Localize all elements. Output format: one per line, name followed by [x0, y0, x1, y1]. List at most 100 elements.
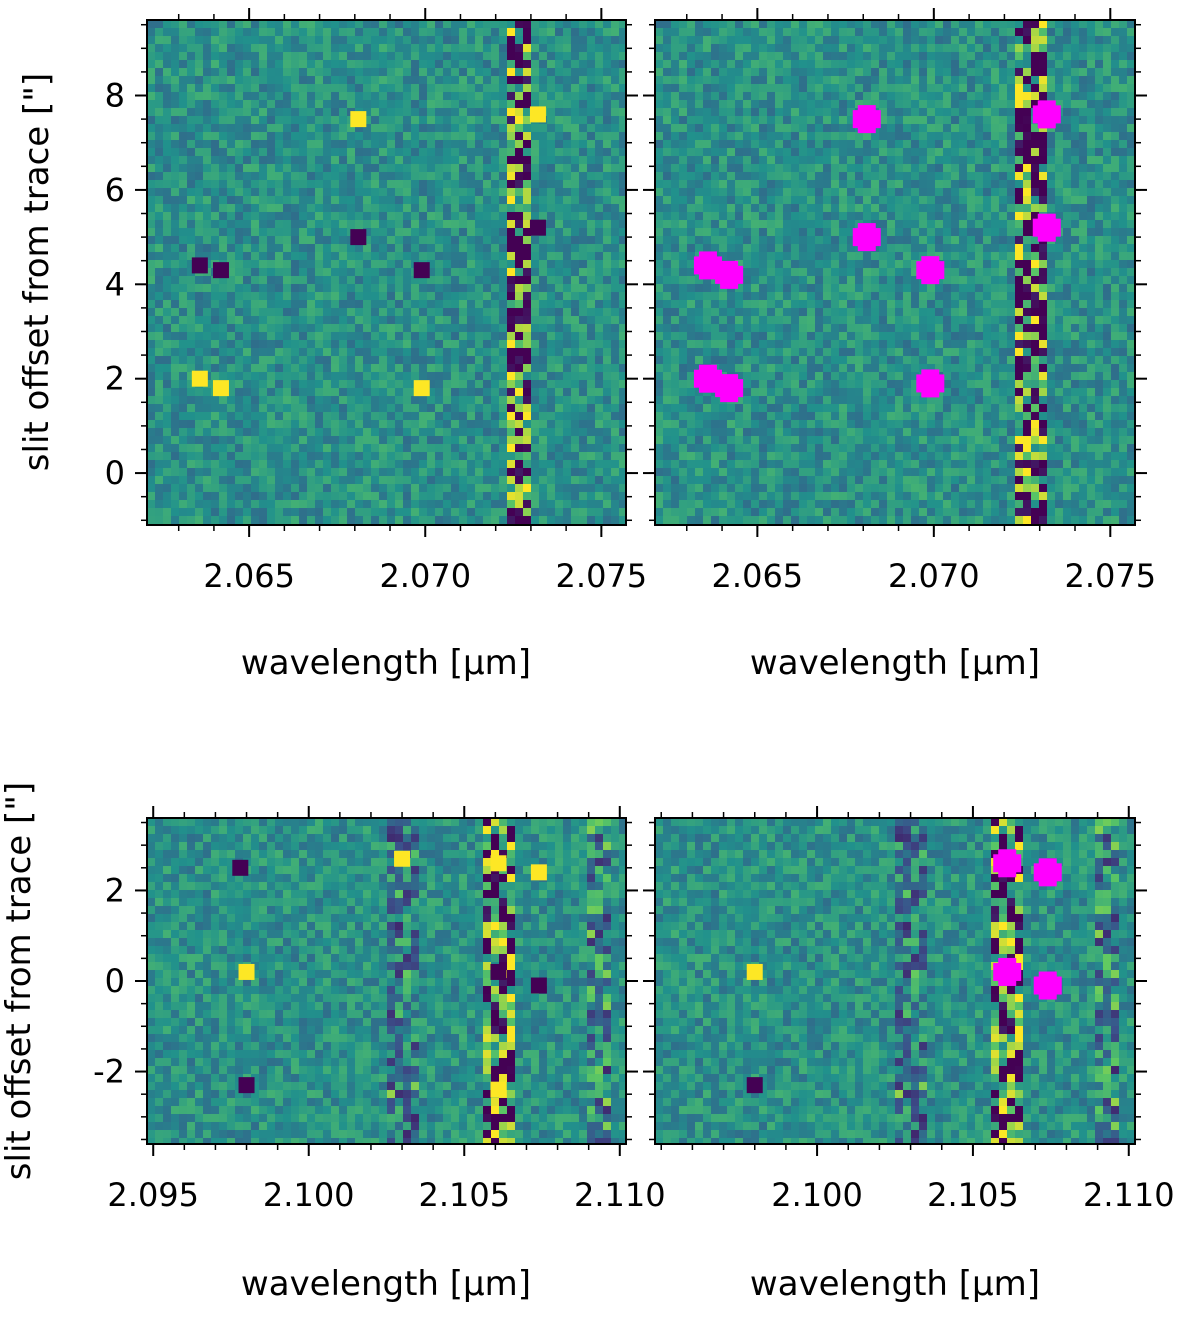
heatmap-cell — [871, 92, 880, 101]
heatmap-cell — [171, 180, 180, 189]
heatmap-cell — [251, 404, 260, 413]
heatmap-cell — [1119, 84, 1128, 93]
heatmap-cell — [435, 212, 444, 221]
heatmap-cell — [219, 36, 228, 45]
heatmap-cell — [347, 44, 356, 53]
heatmap-cell — [411, 500, 420, 509]
heatmap-cell — [539, 460, 548, 469]
heatmap-cell — [483, 300, 492, 309]
heatmap-cell — [315, 164, 324, 173]
heatmap-cell — [419, 44, 428, 53]
heatmap-cell — [443, 292, 452, 301]
heatmap-cell — [203, 76, 212, 85]
heatmap-cell — [815, 148, 824, 157]
heatmap-cell — [259, 476, 268, 485]
heatmap-cell — [523, 124, 532, 133]
heatmap-cell — [203, 156, 212, 165]
heatmap-cell — [363, 140, 372, 149]
heatmap-cell — [347, 188, 356, 197]
heatmap-cell — [687, 108, 696, 117]
heatmap-cell — [347, 220, 356, 229]
heatmap-cell — [331, 20, 340, 29]
heatmap-cell — [531, 484, 540, 493]
heatmap-cell — [579, 420, 588, 429]
heatmap-cell — [735, 52, 744, 61]
heatmap-cell — [759, 92, 768, 101]
heatmap-cell — [587, 108, 596, 117]
heatmap-cell — [1023, 124, 1032, 133]
heatmap-cell — [451, 340, 460, 349]
heatmap-cell — [187, 212, 196, 221]
heatmap-cell — [203, 180, 212, 189]
heatmap-cell — [603, 324, 612, 333]
heatmap-cell — [459, 276, 468, 285]
heatmap-cell — [371, 20, 380, 29]
heatmap-cell — [395, 100, 404, 109]
heatmap-cell — [163, 372, 172, 381]
heatmap-cell — [427, 228, 436, 237]
heatmap-cell — [587, 100, 596, 109]
heatmap-cell — [395, 316, 404, 325]
heatmap-cell — [1023, 28, 1032, 37]
heatmap-cell — [1087, 124, 1096, 133]
heatmap-cell — [267, 380, 276, 389]
heatmap-cell — [307, 476, 316, 485]
heatmap-cell — [267, 100, 276, 109]
heatmap-cell — [1103, 156, 1112, 165]
heatmap-cell — [951, 60, 960, 69]
heatmap-cell — [1063, 76, 1072, 85]
heatmap-cell — [579, 324, 588, 333]
heatmap-cell — [299, 460, 308, 469]
heatmap-cell — [611, 436, 620, 445]
heatmap-cell — [451, 132, 460, 141]
heatmap-cell — [387, 388, 396, 397]
heatmap-cell — [1063, 124, 1072, 133]
heatmap-cell — [799, 60, 808, 69]
heatmap-cell — [155, 476, 164, 485]
heatmap-cell — [603, 316, 612, 325]
heatmap-cell — [679, 156, 688, 165]
heatmap-cell — [499, 124, 508, 133]
heatmap-cell — [163, 300, 172, 309]
heatmap-cell — [435, 364, 444, 373]
heatmap-cell — [267, 92, 276, 101]
heatmap-cell — [563, 428, 572, 437]
heatmap-cell — [475, 204, 484, 213]
heatmap-cell — [315, 172, 324, 181]
heatmap-cell — [1119, 100, 1128, 109]
heatmap-cell — [515, 508, 524, 517]
heatmap-cell — [435, 236, 444, 245]
heatmap-cell — [155, 332, 164, 341]
heatmap-cell — [523, 372, 532, 381]
heatmap-cell — [611, 188, 620, 197]
heatmap-cell — [783, 36, 792, 45]
heatmap-cell — [275, 292, 284, 301]
heatmap-cell — [467, 364, 476, 373]
heatmap-cell — [483, 204, 492, 213]
heatmap-cell — [1031, 92, 1040, 101]
heatmap-cell — [823, 132, 832, 141]
heatmap-cell — [235, 92, 244, 101]
heatmap-cell — [291, 180, 300, 189]
heatmap-cell — [539, 468, 548, 477]
heatmap-cell — [147, 132, 156, 141]
heatmap-cell — [227, 100, 236, 109]
heatmap-cell — [563, 508, 572, 517]
heatmap-cell — [227, 244, 236, 253]
heatmap-cell — [339, 156, 348, 165]
heatmap-cell — [395, 372, 404, 381]
heatmap-cell — [427, 364, 436, 373]
heatmap-cell — [783, 156, 792, 165]
heatmap-cell — [579, 468, 588, 477]
heatmap-cell — [283, 508, 292, 517]
heatmap-cell — [307, 436, 316, 445]
heatmap-cell — [387, 108, 396, 117]
heatmap-cell — [443, 188, 452, 197]
heatmap-cell — [871, 60, 880, 69]
heatmap-cell — [943, 100, 952, 109]
heatmap-cell — [467, 316, 476, 325]
heatmap-cell — [603, 204, 612, 213]
heatmap-cell — [171, 292, 180, 301]
heatmap-cell — [767, 108, 776, 117]
heatmap-cell — [275, 252, 284, 261]
